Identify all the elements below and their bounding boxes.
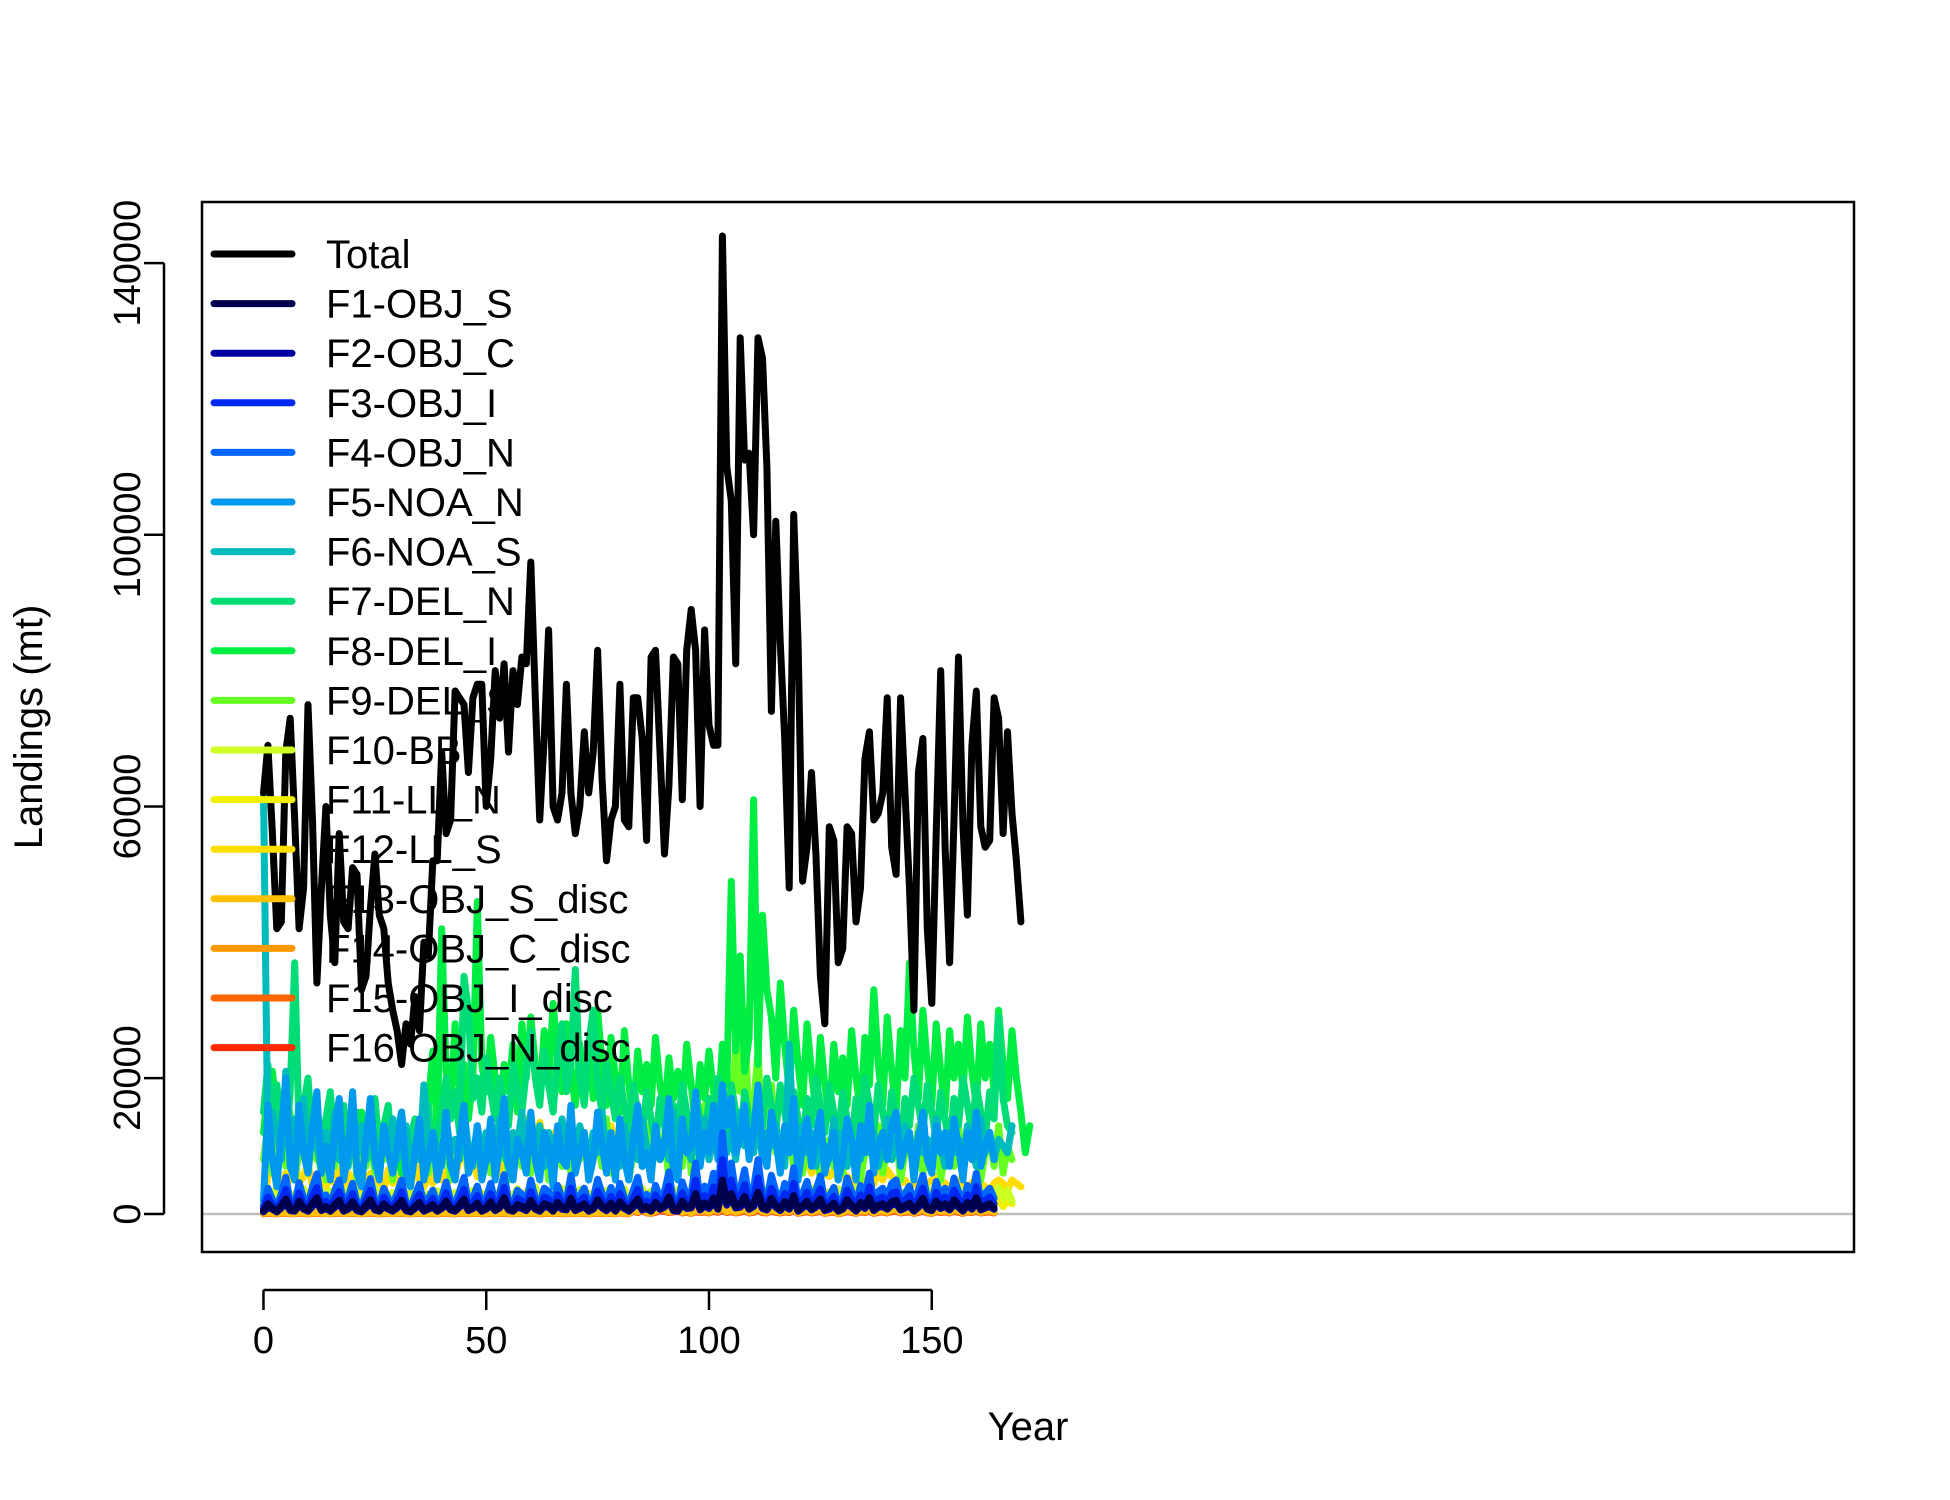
legend: Total F1-OBJ_S F2-OBJ_C F3-OBJ_I F4-OBJ_N F5-… [210,233,631,1071]
legend-label: F4-OBJ_N [326,431,515,475]
legend-item: F2-OBJ_C [210,332,515,376]
legend-item: F5-NOA_N [210,481,524,525]
legend-item: F10-BB [210,729,462,773]
legend-label: F10-BB [326,729,462,773]
y-tick-label: 140000 [107,200,149,327]
legend-label: F6-NOA_S [326,531,522,575]
y-tick-label: 0 [107,1203,149,1224]
legend-item: F13-OBJ_S_disc [210,878,628,922]
legend-label: F5-NOA_N [326,481,524,525]
y-axis-label: Landings (mt) [7,605,51,850]
x-tick-label: 50 [465,1320,507,1362]
x-axis: 0 50 100 150 [253,1288,963,1362]
legend-item: F14-OBJ_C_disc [210,927,631,971]
legend-label: F3-OBJ_I [326,382,497,426]
y-tick-label: 100000 [107,471,149,598]
legend-label: F14-OBJ_C_disc [326,927,631,971]
legend-item: F15-OBJ_I_disc [210,977,613,1021]
legend-item: F4-OBJ_N [210,431,515,475]
legend-item: F3-OBJ_I [210,382,497,426]
legend-label: F1-OBJ_S [326,283,513,327]
legend-item: F6-NOA_S [210,531,522,575]
legend-label: F11-LL_N [326,779,501,823]
legend-item: Total [210,233,411,277]
legend-item: F9-DEL_S [210,679,513,723]
y-axis: 0 20000 60000 100000 140000 [107,200,166,1225]
y-tick-label: 60000 [107,754,149,860]
series-lines [202,232,1854,1218]
legend-label: F7-DEL_N [326,580,515,624]
legend-label: F2-OBJ_C [326,332,515,376]
legend-label: F15-OBJ_I_disc [326,977,613,1021]
legend-label: Total [326,233,411,277]
series-line-total [260,232,1025,1068]
legend-item: F12-LL_S [210,828,502,872]
legend-item: F16-OBJ_N_disc [210,1027,631,1071]
x-tick-label: 100 [677,1320,740,1362]
legend-label: F13-OBJ_S_disc [326,878,628,922]
legend-label: F12-LL_S [326,828,502,872]
legend-label: F9-DEL_S [326,679,513,723]
legend-item: F7-DEL_N [210,580,515,624]
x-tick-label: 0 [253,1320,274,1362]
legend-label: F16-OBJ_N_disc [326,1027,631,1071]
legend-item: F8-DEL_I [210,630,497,674]
legend-item: F1-OBJ_S [210,283,513,327]
plot-frame [200,200,1856,1254]
series-line-f1-obj-s [260,1176,998,1215]
x-axis-label: Year [988,1405,1069,1449]
series-line-f5-noa-n [260,1074,998,1204]
x-tick-label: 150 [900,1320,963,1362]
y-tick-label: 20000 [107,1025,149,1131]
legend-label: F8-DEL_I [326,630,497,674]
legend-item: F11-LL_N [210,779,501,823]
